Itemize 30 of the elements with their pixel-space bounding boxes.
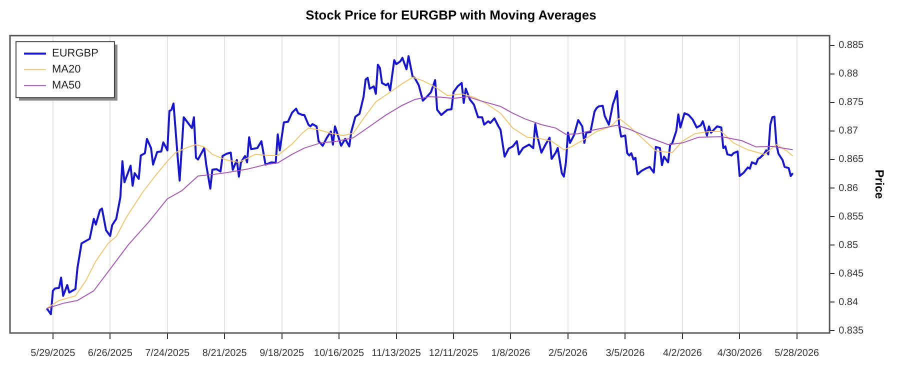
y-tick-label: 0.87	[838, 126, 858, 137]
y-tick-label: 0.835	[838, 325, 864, 336]
x-tick-label: 7/24/2025	[145, 348, 190, 359]
x-tick-label: 2/5/2026	[548, 348, 588, 359]
legend-label: MA50	[52, 80, 81, 92]
chart-title: Stock Price for EURGBP with Moving Averages	[306, 7, 596, 22]
y-tick-label: 0.86	[838, 182, 858, 194]
x-tick-label: 11/13/2025	[372, 348, 422, 359]
x-tick-label: 4/30/2026	[717, 348, 762, 359]
legend-label: EURGBP	[52, 48, 98, 60]
x-tick-label: 1/8/2026	[491, 348, 531, 359]
x-tick-label: 8/21/2025	[202, 348, 248, 359]
x-tick-label: 10/16/2025	[314, 348, 365, 359]
x-tick-label: 5/28/2026	[774, 348, 820, 359]
y-tick-label: 0.875	[838, 97, 864, 108]
x-tick-label: 12/11/2025	[428, 348, 479, 359]
y-tick-label: 0.88	[838, 68, 858, 80]
x-tick-label: 5/29/2025	[30, 348, 76, 359]
legend-label: MA20	[52, 64, 81, 76]
y-tick-label: 0.865	[838, 154, 864, 166]
x-tick-label: 3/5/2026	[606, 348, 646, 359]
y-tick-label: 0.855	[838, 211, 864, 222]
x-tick-label: 6/26/2025	[88, 348, 133, 359]
y-axis-title: Price	[872, 170, 886, 200]
x-tick-label: 9/18/2025	[260, 348, 305, 359]
y-tick-label: 0.85	[838, 240, 858, 251]
x-tick-label: 4/2/2026	[662, 348, 702, 359]
y-tick-label: 0.845	[838, 268, 864, 280]
y-tick-label: 0.84	[838, 296, 858, 308]
y-tick-label: 0.885	[838, 40, 864, 52]
